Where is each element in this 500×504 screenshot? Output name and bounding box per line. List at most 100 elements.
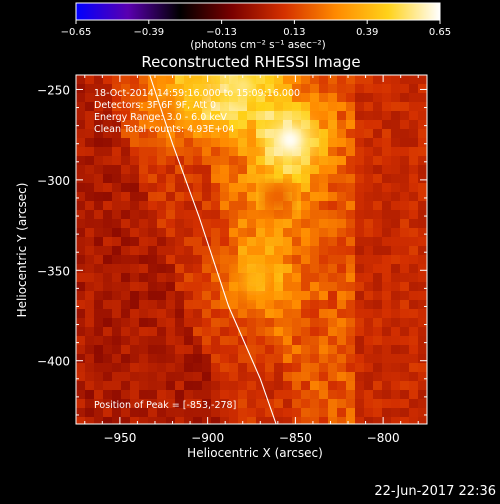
heatmap-cell — [229, 408, 239, 418]
source-core — [190, 80, 208, 98]
heatmap-cell — [247, 381, 257, 391]
heatmap-cell — [121, 354, 131, 364]
heatmap-cell — [337, 210, 347, 220]
heatmap-cell — [337, 408, 347, 418]
heatmap-cell — [85, 399, 95, 409]
heatmap-cell — [94, 219, 104, 229]
heatmap-cell — [265, 345, 275, 355]
heatmap-cell — [193, 183, 203, 193]
heatmap-cell — [148, 318, 158, 328]
heatmap-cell — [220, 399, 230, 409]
heatmap-cell — [400, 183, 410, 193]
heatmap-cell — [418, 417, 427, 424]
heatmap-cell — [76, 102, 86, 112]
heatmap-cell — [283, 93, 293, 103]
heatmap-cell — [229, 129, 239, 139]
heatmap-cell — [112, 228, 122, 238]
heatmap-cell — [211, 93, 221, 103]
heatmap-cell — [409, 363, 419, 373]
heatmap-cell — [301, 102, 311, 112]
heatmap-cell — [220, 111, 230, 121]
heatmap-cell — [391, 165, 401, 175]
heatmap-cell — [319, 381, 329, 391]
heatmap-cell — [130, 192, 140, 202]
heatmap-cell — [364, 363, 374, 373]
heatmap-cell — [103, 282, 113, 292]
heatmap-cell — [157, 138, 167, 148]
source-core — [233, 76, 253, 96]
heatmap-cell — [292, 219, 302, 229]
heatmap-cell — [112, 183, 122, 193]
heatmap-cell — [193, 300, 203, 310]
heatmap-cell — [337, 417, 347, 424]
heatmap-cell — [85, 75, 95, 85]
heatmap-cell — [328, 156, 338, 166]
heatmap-cell — [166, 192, 176, 202]
heatmap-cell — [274, 237, 284, 247]
plot-axes: −950 −900 −850 −800 −250 −300 −350 −400 Helioc… — [15, 74, 428, 460]
heatmap-cell — [301, 345, 311, 355]
heatmap-cell — [238, 210, 248, 220]
heatmap-cell — [220, 246, 230, 256]
heatmap-cell — [355, 417, 365, 424]
heatmap-cell — [418, 273, 427, 283]
heatmap-cell — [274, 309, 284, 319]
heatmap-cell — [418, 84, 427, 94]
heatmap-cell — [292, 183, 302, 193]
annotation-detectors: Detectors: 3F 6F 9F, Att 0 — [94, 100, 216, 111]
heatmap-cell — [310, 228, 320, 238]
heatmap-cell — [355, 111, 365, 121]
heatmap-cell — [103, 246, 113, 256]
heatmap-cell — [139, 408, 149, 418]
heatmap-cell — [238, 120, 248, 130]
colorbar-ticks: −0.65 −0.39 −0.13 0.13 0.39 0.65 — [61, 20, 451, 38]
heatmap-cell — [130, 183, 140, 193]
heatmap-cell — [130, 156, 140, 166]
heatmap-cell — [175, 174, 185, 184]
heatmap-cell — [94, 291, 104, 301]
heatmap-cell — [220, 255, 230, 265]
heatmap-cell — [310, 129, 320, 139]
heatmap-cell — [418, 75, 427, 85]
heatmap-cell — [346, 219, 356, 229]
heatmap-cell — [274, 282, 284, 292]
heatmap-cell — [364, 291, 374, 301]
heatmap-cell — [382, 156, 392, 166]
heatmap-cell — [301, 309, 311, 319]
heatmap-cell — [292, 192, 302, 202]
heatmap-cell — [247, 336, 257, 346]
heatmap-sources — [149, 75, 312, 297]
heatmap-cell — [94, 408, 104, 418]
heatmap-cell — [238, 174, 248, 184]
heatmap-cell — [166, 120, 176, 130]
heatmap-cell — [283, 291, 293, 301]
heatmap-cell — [310, 183, 320, 193]
heatmap-cell — [409, 390, 419, 400]
heatmap-cell — [319, 147, 329, 157]
heatmap-cell — [364, 84, 374, 94]
heatmap-cell — [355, 138, 365, 148]
heatmap-cell — [130, 129, 140, 139]
heatmap-cell — [319, 102, 329, 112]
heatmap-cell — [256, 147, 266, 157]
heatmap-cell — [346, 372, 356, 382]
heatmap-cell — [238, 138, 248, 148]
heatmap-cell — [103, 138, 113, 148]
heatmap-cell — [229, 363, 239, 373]
heatmap-cell — [355, 372, 365, 382]
heatmap-cell — [328, 165, 338, 175]
heatmap-cell — [166, 336, 176, 346]
heatmap-cell — [157, 417, 167, 424]
heatmap-cell — [247, 246, 257, 256]
heatmap-cell — [310, 264, 320, 274]
heatmap-cell — [400, 210, 410, 220]
heatmap-cell — [391, 381, 401, 391]
colorbar-tick-label: −0.13 — [206, 27, 237, 38]
heatmap-cell — [265, 174, 275, 184]
heatmap-cell — [328, 309, 338, 319]
heatmap-cell — [355, 183, 365, 193]
heatmap-cell — [337, 219, 347, 229]
heatmap-cell — [301, 291, 311, 301]
heatmap-cell — [247, 300, 257, 310]
heatmap-cell — [328, 273, 338, 283]
